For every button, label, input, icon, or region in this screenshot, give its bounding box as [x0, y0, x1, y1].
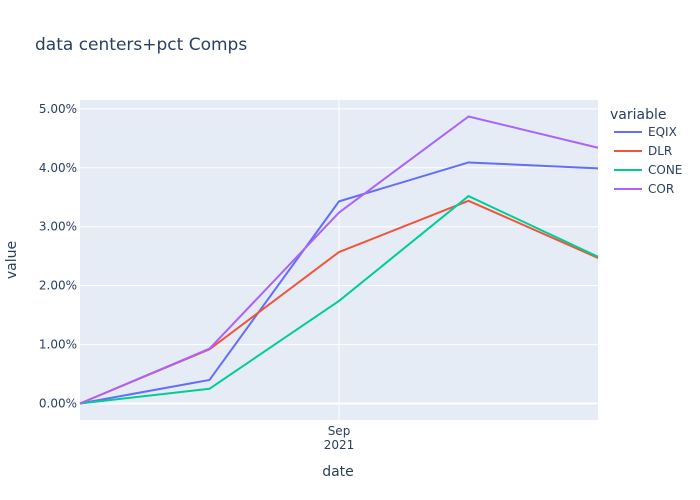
series-lines — [79, 115, 599, 405]
chart-title: data centers+pct Comps — [35, 35, 247, 55]
legend-item-eqix: EQIX — [648, 125, 677, 139]
legend-item-cor: COR — [648, 182, 674, 196]
x-axis-title: date — [322, 464, 354, 480]
y-axis-title: value — [4, 241, 20, 279]
gridlines — [80, 100, 598, 420]
legend-item-dlr: DLR — [648, 144, 672, 158]
series-line-cone — [79, 195, 599, 405]
legend-item-cone: CONE — [648, 163, 682, 177]
y-tick-label: 5.00% — [39, 102, 77, 116]
y-tick-label: 3.00% — [39, 220, 77, 234]
legend-title: variable — [610, 107, 666, 123]
y-axis-ticks: 0.00% 1.00% 2.00% 3.00% 4.00% 5.00% — [39, 102, 77, 411]
legend: variable EQIX DLR CONE COR — [610, 107, 682, 196]
y-tick-label: 1.00% — [39, 338, 77, 352]
series-line-eqix — [79, 161, 599, 405]
series-line-cor — [79, 115, 599, 405]
y-tick-label: 2.00% — [39, 279, 77, 293]
y-tick-label: 0.00% — [39, 396, 77, 410]
x-tick-label-year: 2021 — [324, 438, 355, 452]
y-tick-label: 4.00% — [39, 161, 77, 175]
x-tick-label: Sep — [328, 424, 351, 438]
